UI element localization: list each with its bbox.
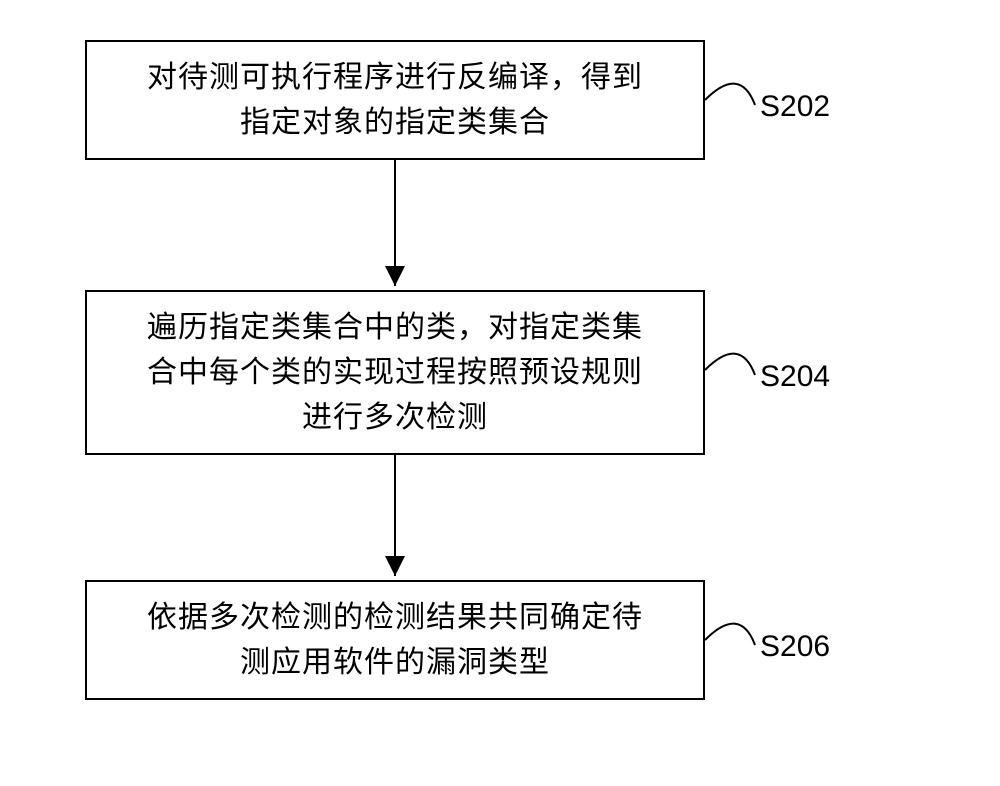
step-label-2: S204 — [760, 360, 830, 394]
flowchart-canvas: 对待测可执行程序进行反编译，得到指定对象的指定类集合 S202 遍历指定类集合中… — [0, 0, 1000, 786]
flowchart-node-1: 对待测可执行程序进行反编译，得到指定对象的指定类集合 — [85, 40, 705, 160]
flowchart-node-3: 依据多次检测的检测结果共同确定待测应用软件的漏洞类型 — [85, 580, 705, 700]
step-label-1: S202 — [760, 90, 830, 124]
node-1-text: 对待测可执行程序进行反编译，得到指定对象的指定类集合 — [147, 55, 643, 145]
node-3-text: 依据多次检测的检测结果共同确定待测应用软件的漏洞类型 — [147, 595, 643, 685]
flowchart-node-2: 遍历指定类集合中的类，对指定类集合中每个类的实现过程按照预设规则进行多次检测 — [85, 290, 705, 455]
step-label-3: S206 — [760, 630, 830, 664]
node-2-text: 遍历指定类集合中的类，对指定类集合中每个类的实现过程按照预设规则进行多次检测 — [147, 305, 643, 440]
